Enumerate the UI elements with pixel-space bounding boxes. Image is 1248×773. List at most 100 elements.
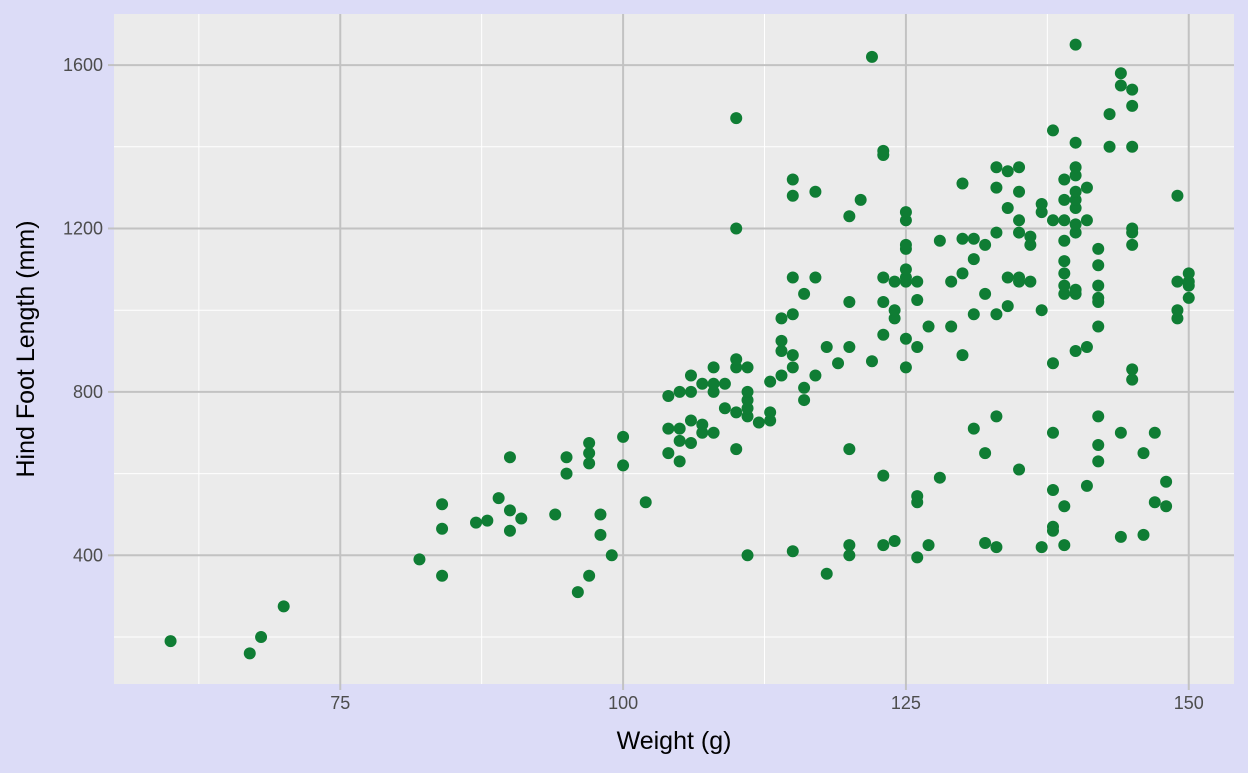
scatter-point bbox=[1114, 79, 1127, 92]
scatter-point bbox=[481, 514, 494, 527]
scatter-point bbox=[1182, 267, 1195, 280]
x-tick-label: 125 bbox=[891, 693, 921, 713]
scatter-point bbox=[775, 312, 788, 325]
scatter-point bbox=[979, 537, 992, 550]
scatter-point bbox=[888, 304, 901, 317]
scatter-point bbox=[899, 361, 912, 374]
scatter-point bbox=[990, 226, 1003, 239]
scatter-point bbox=[1013, 463, 1026, 476]
scatter-point bbox=[786, 271, 799, 284]
scatter-point bbox=[967, 308, 980, 321]
scatter-point bbox=[673, 422, 686, 435]
scatter-point bbox=[1137, 528, 1150, 541]
scatter-point bbox=[877, 296, 890, 309]
scatter-point bbox=[843, 210, 856, 223]
scatter-point bbox=[809, 369, 822, 382]
scatter-point bbox=[741, 361, 754, 374]
scatter-point bbox=[741, 385, 754, 398]
scatter-point bbox=[786, 349, 799, 362]
scatter-point bbox=[617, 459, 630, 472]
scatter-point bbox=[798, 287, 811, 300]
scatter-point bbox=[1069, 185, 1082, 198]
scatter-point bbox=[1069, 161, 1082, 174]
scatter-point bbox=[945, 320, 958, 333]
scatter-point bbox=[1160, 475, 1173, 488]
scatter-point bbox=[1058, 500, 1071, 513]
scatter-point bbox=[515, 512, 528, 525]
scatter-point bbox=[967, 232, 980, 245]
scatter-point bbox=[1046, 483, 1059, 496]
scatter-point bbox=[571, 586, 584, 599]
scatter-point bbox=[854, 193, 867, 206]
scatter-point bbox=[786, 189, 799, 202]
scatter-point bbox=[1092, 320, 1105, 333]
scatter-point bbox=[684, 436, 697, 449]
scatter-point bbox=[798, 394, 811, 407]
x-tick-label: 100 bbox=[608, 693, 638, 713]
scatter-point bbox=[1013, 185, 1026, 198]
scatter-point bbox=[1058, 193, 1071, 206]
scatter-point bbox=[775, 369, 788, 382]
scatter-point bbox=[470, 516, 483, 529]
scatter-point bbox=[990, 410, 1003, 423]
scatter-point bbox=[707, 361, 720, 374]
scatter-point bbox=[707, 426, 720, 439]
scatter-point bbox=[605, 549, 618, 562]
scatter-point bbox=[945, 275, 958, 288]
scatter-point bbox=[560, 451, 573, 464]
scatter-point bbox=[888, 535, 901, 548]
scatter-point bbox=[673, 385, 686, 398]
scatter-point bbox=[583, 569, 596, 582]
scatter-point bbox=[1058, 214, 1071, 227]
scatter-point bbox=[594, 528, 607, 541]
scatter-point bbox=[662, 447, 675, 460]
scatter-point bbox=[1001, 202, 1014, 215]
scatter-point bbox=[718, 402, 731, 415]
scatter-point bbox=[809, 185, 822, 198]
scatter-point bbox=[662, 389, 675, 402]
scatter-point bbox=[786, 545, 799, 558]
scatter-point bbox=[1092, 291, 1105, 304]
scatter-point bbox=[967, 422, 980, 435]
scatter-point bbox=[922, 539, 935, 552]
scatter-point bbox=[933, 471, 946, 484]
scatter-point bbox=[1058, 255, 1071, 268]
scatter-point bbox=[820, 567, 833, 580]
scatter-point bbox=[933, 234, 946, 247]
scatter-point bbox=[696, 377, 709, 390]
scatter-point bbox=[1046, 426, 1059, 439]
scatter-point bbox=[1058, 267, 1071, 280]
scatter-point bbox=[877, 144, 890, 157]
scatter-point bbox=[843, 340, 856, 353]
scatter-point bbox=[911, 293, 924, 306]
scatter-point bbox=[820, 340, 833, 353]
scatter-point bbox=[1058, 173, 1071, 186]
scatter-point bbox=[549, 508, 562, 521]
scatter-point bbox=[503, 451, 516, 464]
scatter-point bbox=[877, 469, 890, 482]
scatter-point bbox=[684, 414, 697, 427]
scatter-point bbox=[1069, 218, 1082, 231]
scatter-point bbox=[1126, 238, 1139, 251]
scatter-point bbox=[1035, 541, 1048, 554]
y-tick-label: 1600 bbox=[63, 55, 103, 75]
scatter-point bbox=[752, 416, 765, 429]
scatter-point bbox=[1171, 304, 1184, 317]
scatter-point bbox=[956, 349, 969, 362]
scatter-point bbox=[1103, 140, 1116, 153]
scatter-point bbox=[560, 467, 573, 480]
scatter-point bbox=[673, 455, 686, 468]
scatter-point bbox=[730, 112, 743, 125]
scatter-point bbox=[1035, 304, 1048, 317]
scatter-point bbox=[1013, 271, 1026, 284]
scatter-point bbox=[1069, 345, 1082, 358]
scatter-point bbox=[1148, 496, 1161, 509]
scatter-point bbox=[730, 222, 743, 235]
scatter-point bbox=[967, 253, 980, 266]
scatter-point bbox=[786, 361, 799, 374]
scatter-point bbox=[775, 334, 788, 347]
x-axis-title: Weight (g) bbox=[617, 727, 732, 755]
scatter-point bbox=[1171, 189, 1184, 202]
scatter-point bbox=[255, 631, 268, 644]
scatter-point bbox=[888, 275, 901, 288]
